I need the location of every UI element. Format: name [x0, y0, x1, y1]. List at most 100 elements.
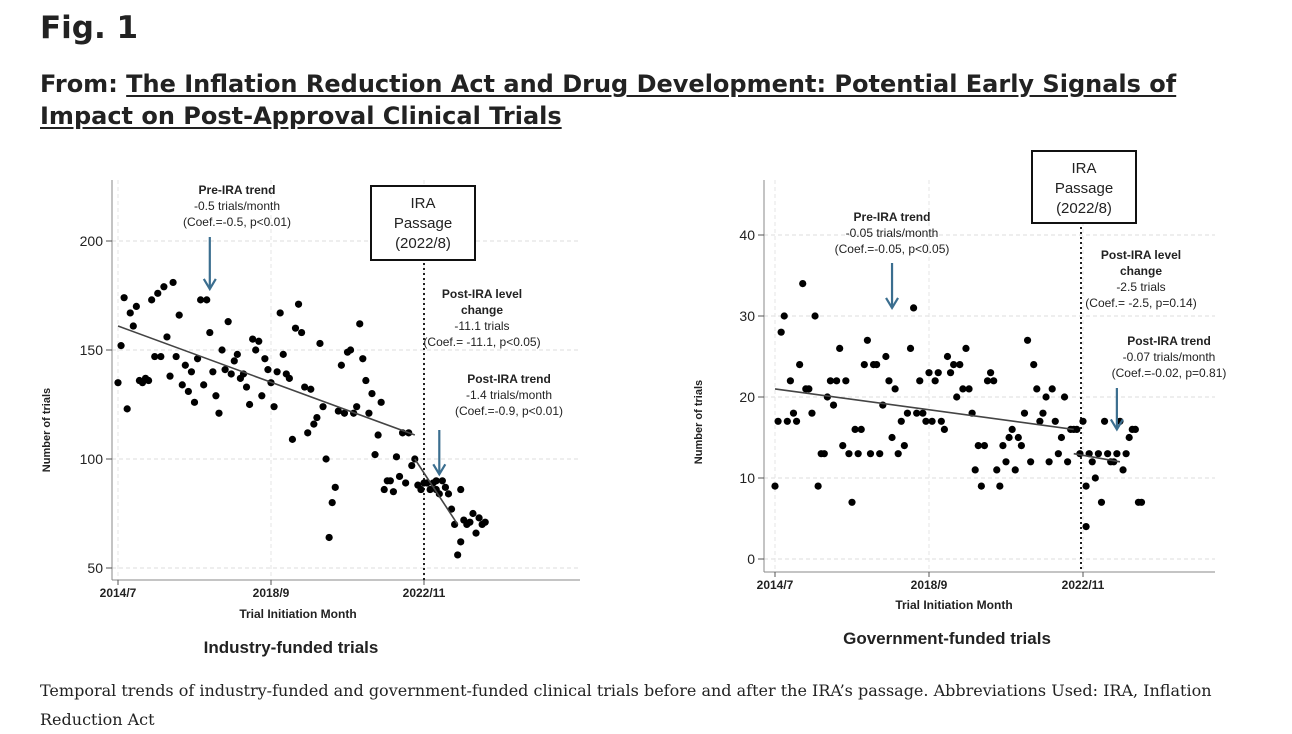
- data-point: [903, 409, 912, 417]
- data-point: [218, 346, 226, 354]
- data-point: [365, 409, 373, 417]
- data-point: [796, 361, 804, 369]
- data-point: [965, 385, 973, 393]
- y-axis-label: Number of trials: [693, 380, 705, 464]
- y-tick-label: 200: [80, 233, 104, 249]
- data-point: [1131, 425, 1139, 433]
- data-point: [1088, 458, 1096, 466]
- data-point: [417, 485, 425, 494]
- data-point: [962, 344, 970, 352]
- ira-box-text: Passage: [1055, 180, 1113, 197]
- annotation-arrow-head: [432, 463, 447, 477]
- data-point: [475, 514, 483, 522]
- annotation-post-text: Post-IRA trend: [1127, 334, 1211, 348]
- article-title-link[interactable]: The Inflation Reduction Act and Drug Dev…: [40, 70, 1177, 130]
- data-point: [780, 312, 788, 320]
- data-point: [255, 337, 263, 345]
- data-point: [922, 417, 930, 425]
- data-point: [1051, 417, 1059, 425]
- data-point: [368, 390, 376, 398]
- data-point: [402, 479, 410, 487]
- data-point: [172, 352, 180, 361]
- data-point: [261, 355, 269, 363]
- data-point: [774, 417, 782, 425]
- data-point: [145, 376, 153, 385]
- trend-line: [414, 458, 459, 525]
- figure-caption: Temporal trends of industry-funded and g…: [40, 681, 1212, 729]
- data-point: [340, 409, 349, 417]
- data-point: [334, 407, 342, 415]
- data-point: [392, 453, 401, 461]
- data-point: [1100, 417, 1109, 425]
- data-point: [304, 429, 312, 437]
- x-tick-label: 2022/11: [403, 586, 446, 600]
- y-tick-label: 150: [80, 342, 104, 358]
- x-tick-label: 2018/9: [911, 578, 948, 592]
- data-point: [438, 477, 446, 485]
- from-label: From:: [40, 70, 118, 98]
- data-point: [1113, 450, 1121, 458]
- x-tick-label: 2022/11: [1062, 578, 1105, 592]
- data-point: [472, 529, 480, 537]
- data-point: [181, 361, 189, 369]
- data-point: [307, 385, 315, 393]
- data-point: [203, 296, 211, 304]
- data-point: [1008, 425, 1016, 433]
- data-point: [990, 377, 998, 385]
- data-point: [845, 450, 853, 458]
- data-point: [435, 490, 443, 498]
- data-point: [956, 361, 964, 369]
- data-point: [212, 392, 220, 400]
- data-point: [805, 385, 813, 393]
- data-point: [187, 368, 196, 376]
- data-point: [353, 403, 361, 411]
- data-point: [362, 376, 370, 385]
- data-point: [854, 450, 862, 458]
- data-point: [900, 442, 908, 450]
- data-point: [441, 483, 450, 491]
- data-point: [1119, 466, 1127, 474]
- annotation-level-text: -11.1 trials: [454, 319, 509, 333]
- data-point: [328, 499, 336, 507]
- data-point: [1122, 450, 1130, 458]
- data-point: [316, 339, 324, 348]
- y-axis-label: Number of trials: [41, 388, 53, 472]
- data-point: [1023, 336, 1032, 344]
- source-line: From: The Inflation Reduction Act and Dr…: [40, 68, 1260, 132]
- data-point: [1073, 425, 1081, 433]
- data-point: [829, 401, 838, 409]
- data-point: [221, 366, 229, 374]
- data-point: [993, 466, 1001, 474]
- y-tick-label: 100: [80, 451, 104, 467]
- data-point: [1045, 458, 1053, 466]
- data-point: [279, 350, 287, 358]
- data-point: [209, 368, 217, 376]
- y-tick-label: 10: [739, 470, 755, 486]
- data-point: [946, 369, 955, 377]
- data-point: [249, 335, 257, 343]
- data-point: [242, 383, 251, 391]
- data-point: [1002, 458, 1010, 466]
- annotation-level-text: change: [461, 303, 503, 317]
- data-point: [910, 304, 918, 312]
- data-point: [148, 296, 156, 304]
- data-point: [322, 455, 330, 463]
- data-point: [175, 311, 183, 319]
- data-point: [215, 409, 223, 417]
- data-point: [987, 369, 995, 377]
- data-point: [325, 533, 333, 542]
- data-point: [906, 344, 915, 352]
- data-point: [996, 482, 1004, 490]
- data-point: [919, 409, 927, 417]
- annotation-pre-text: -0.05 trials/month: [846, 226, 939, 240]
- data-point: [126, 309, 134, 317]
- data-point: [1082, 523, 1090, 531]
- data-point: [285, 374, 293, 382]
- government-funded-chart: 0 10 20 30 40 2014/7 2018/9 2022/11 Trial Initia…: [693, 150, 1226, 648]
- data-point: [983, 377, 992, 385]
- data-point: [273, 368, 281, 376]
- data-point: [820, 450, 828, 458]
- data-point: [294, 300, 303, 308]
- data-point: [374, 431, 382, 439]
- data-point: [814, 482, 822, 490]
